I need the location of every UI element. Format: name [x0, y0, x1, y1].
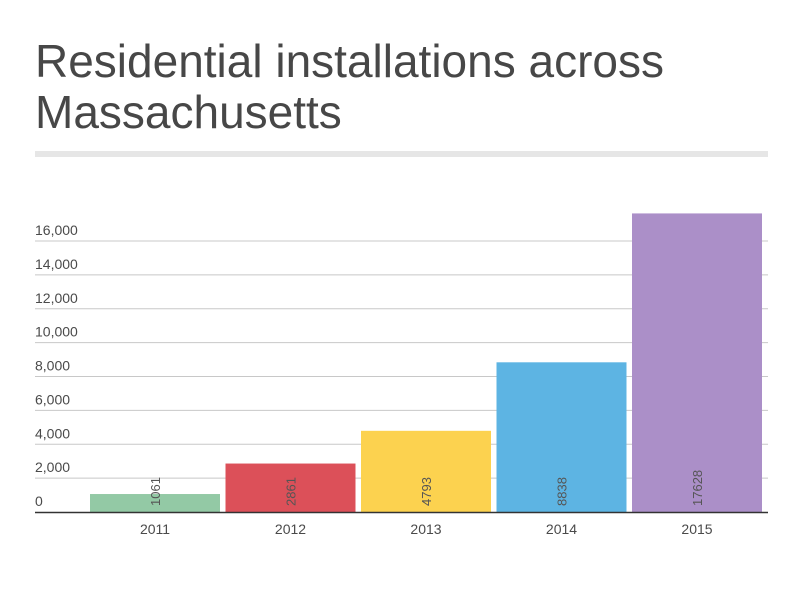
- y-tick-label: 4,000: [35, 425, 70, 441]
- data-label-2011: 1061: [148, 477, 163, 506]
- data-label-2012: 2861: [284, 477, 299, 506]
- data-label-2015: 17628: [690, 470, 705, 506]
- y-tick-label: 2,000: [35, 459, 70, 475]
- y-axis-ticks: 0 2,000 4,000 6,000 8,000 10,000 12,000 14,000 1…: [35, 222, 78, 509]
- y-tick-label: 10,000: [35, 324, 78, 340]
- bars: [90, 213, 762, 512]
- bar-2015: [632, 213, 762, 512]
- bar-2011: [90, 494, 220, 512]
- y-tick-label: 14,000: [35, 256, 78, 272]
- data-labels: 1061 2861 4793 8838 17628: [148, 470, 705, 506]
- data-label-2014: 8838: [555, 477, 570, 506]
- chart-title: Residential installations across Massach…: [35, 35, 664, 138]
- bar-2013: [361, 430, 491, 512]
- x-axis-ticks: 2011 2012 2013 2014 2015: [140, 521, 713, 537]
- title-divider: [35, 151, 768, 157]
- y-tick-label: 0: [35, 493, 43, 509]
- y-tick-label: 16,000: [35, 222, 78, 238]
- y-tick-label: 6,000: [35, 391, 70, 407]
- bar-2014: [496, 362, 627, 512]
- data-label-2013: 4793: [419, 477, 434, 506]
- x-tick-label: 2011: [140, 521, 170, 537]
- x-tick-label: 2013: [410, 521, 441, 537]
- y-tick-label: 12,000: [35, 290, 78, 306]
- y-tick-label: 8,000: [35, 358, 70, 374]
- bar-2012: [225, 463, 356, 512]
- x-tick-label: 2015: [681, 521, 712, 537]
- x-tick-label: 2014: [546, 521, 577, 537]
- x-tick-label: 2012: [275, 521, 306, 537]
